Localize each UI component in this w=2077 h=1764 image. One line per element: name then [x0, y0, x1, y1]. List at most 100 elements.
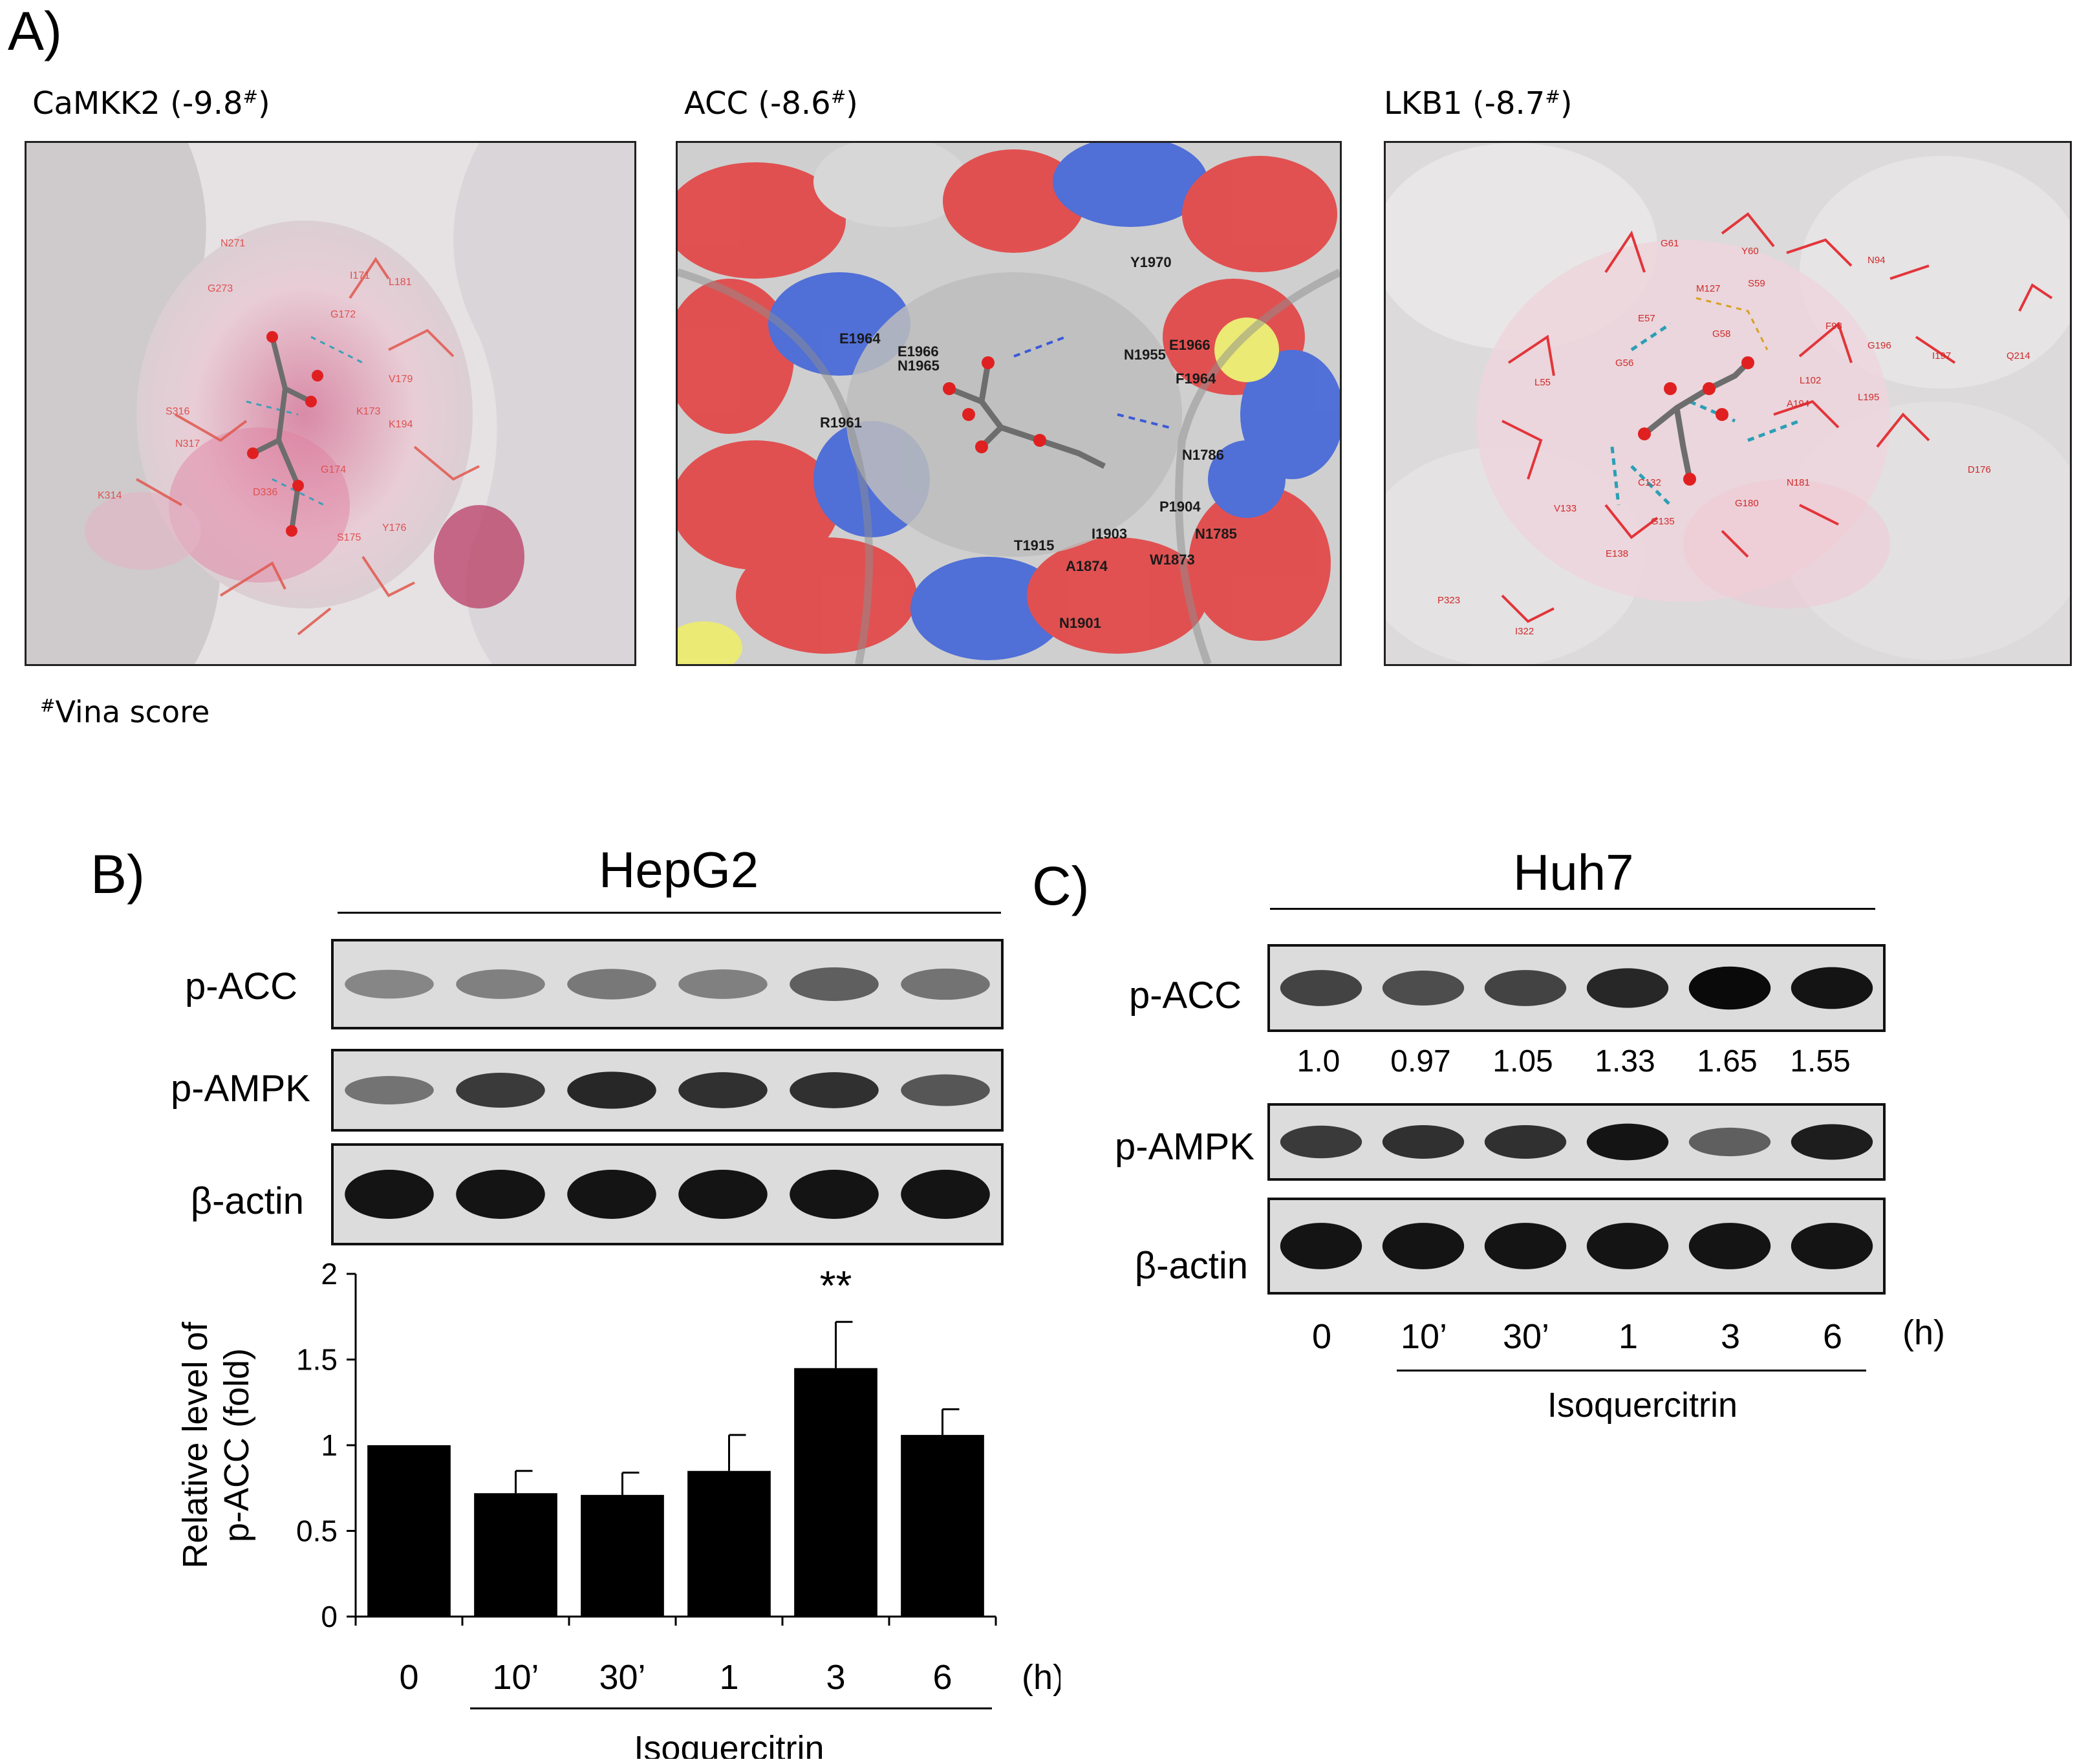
footnote-text: Vina score — [55, 694, 210, 729]
blot-bands — [1270, 1106, 1883, 1178]
vina-footnote: #Vina score — [40, 694, 210, 729]
blot-label-p-ampk: p-AMPK — [1115, 1126, 1254, 1168]
blot-label-p-acc: p-ACC — [1128, 974, 1242, 1016]
dock-score-close: ) — [1560, 85, 1573, 122]
lane-label: 0 — [1311, 1317, 1332, 1356]
blot-band — [345, 969, 434, 999]
x-tick-label: 0 — [399, 1658, 418, 1697]
blot-band — [1382, 970, 1465, 1006]
residue-label: T1915 — [1014, 537, 1054, 554]
western-blot-beta-actin — [331, 1143, 1004, 1245]
blot-band — [1280, 1223, 1362, 1269]
blot-band — [901, 1074, 990, 1106]
residue-label: S316 — [166, 406, 189, 417]
docking-image-acc: Y1970 E1964 E1966 N1965 N1955 E1966 F196… — [676, 141, 1342, 666]
treatment-label: Isoquercitrin — [634, 1729, 824, 1759]
lane-labels-huh7: 0 10’ 30’ 1 3 6 (h) — [1267, 1313, 1979, 1368]
docking-image-lkb1: G61 Y60 N94 S59 M127 E57 G58 F98 G196 I1… — [1384, 141, 2072, 666]
x-tick-label: 1 — [719, 1658, 738, 1697]
residue-label: K314 — [98, 490, 122, 501]
blot-band — [1791, 1223, 1873, 1269]
residue-label: S175 — [337, 532, 361, 543]
blot-band — [790, 967, 879, 1002]
blot-label-p-ampk: p-AMPK — [171, 1068, 310, 1110]
residue-label: G61 — [1661, 238, 1679, 249]
blot-band — [1382, 1125, 1465, 1159]
blot-band — [901, 968, 990, 1000]
residue-label: A194 — [1787, 398, 1809, 409]
blot-label-p-acc: p-ACC — [184, 965, 297, 1007]
dock-title-acc: ACC (-8.6#) — [684, 85, 858, 122]
lane-label: 6 — [1822, 1317, 1843, 1356]
docking-surface-acc: Y1970 E1964 E1966 N1965 N1955 E1966 F196… — [678, 143, 1340, 664]
relative-p-acc-bar-chart: Relative level of p-ACC (fold) 0 0.5 1 1.5 2… — [176, 1257, 1060, 1759]
bar — [581, 1494, 664, 1617]
residue-label: F1964 — [1176, 371, 1216, 387]
residue-label: D176 — [1968, 464, 1991, 475]
western-blot-p-acc — [331, 939, 1004, 1029]
ratio-value: 1.55 — [1790, 1044, 1851, 1079]
docking-surface-camkk2: N271 G273 I171 L181 G172 V179 S316 K173 … — [27, 143, 634, 664]
dock-score-close: ) — [257, 85, 270, 122]
treatment-label: Isoquercitrin — [1547, 1386, 1738, 1425]
y-tick-label: 0 — [321, 1600, 338, 1633]
x-tick-label: 30’ — [599, 1658, 645, 1697]
residue-label: N1785 — [1195, 526, 1237, 542]
residue-label: N317 — [175, 438, 200, 449]
residue-label: P1904 — [1159, 499, 1201, 515]
residue-label: I1903 — [1092, 526, 1127, 542]
y-axis-label-line2: p-ACC (fold) — [217, 1348, 256, 1542]
blot-band — [1791, 967, 1873, 1009]
ratio-value: 1.65 — [1697, 1044, 1758, 1079]
residue-label: L55 — [1534, 377, 1551, 388]
residue-label: G58 — [1712, 328, 1730, 339]
blot-band — [678, 1072, 768, 1108]
ratio-value: 1.05 — [1492, 1044, 1553, 1079]
blot-band — [1382, 1223, 1465, 1269]
ratio-value: 1.0 — [1297, 1044, 1340, 1079]
residue-label: Q214 — [2007, 350, 2030, 361]
blot-band — [790, 1170, 879, 1219]
bar — [687, 1470, 771, 1617]
residue-label: G135 — [1651, 516, 1675, 527]
treatment-bracket-line — [1397, 1370, 1866, 1371]
blot-bands — [1270, 947, 1883, 1029]
blot-band — [901, 1170, 990, 1219]
western-blot-beta-actin — [1267, 1198, 1886, 1295]
p-acc-ratio-row: 1.0 0.97 1.05 1.33 1.65 1.55 — [1267, 1044, 1880, 1082]
significance-marker: ** — [820, 1262, 852, 1309]
blot-band — [567, 1071, 656, 1109]
x-tick-label: 3 — [826, 1658, 845, 1697]
dock-name: ACC — [684, 85, 749, 122]
x-tick-label: 6 — [932, 1658, 952, 1697]
residue-label: K194 — [389, 419, 413, 430]
blot-bands — [334, 1051, 1001, 1129]
ratio-value: 0.97 — [1390, 1044, 1451, 1079]
lane-label: 3 — [1720, 1317, 1741, 1356]
residue-label: G56 — [1615, 358, 1633, 369]
dock-score-mark: # — [242, 86, 258, 107]
residue-label: Y60 — [1741, 246, 1759, 257]
blot-label-beta-actin: β-actin — [190, 1180, 304, 1222]
residue-label: C132 — [1638, 477, 1661, 488]
residue-label: V179 — [389, 374, 413, 385]
blot-band — [456, 1170, 545, 1219]
bar — [901, 1435, 984, 1617]
bar — [474, 1493, 557, 1617]
residue-label: E138 — [1606, 548, 1628, 559]
blot-band — [1688, 966, 1771, 1010]
residue-label: N1786 — [1182, 447, 1224, 463]
dock-score-mark: # — [1545, 86, 1560, 107]
dock-title-camkk2: CaMKK2 (-9.8#) — [32, 85, 270, 122]
blot-band — [567, 1170, 656, 1219]
blot-band — [345, 1076, 434, 1104]
residue-label: S59 — [1748, 278, 1765, 289]
residue-label: N94 — [1867, 255, 1886, 266]
blot-band — [1484, 1223, 1567, 1269]
blot-band — [1586, 1123, 1669, 1161]
dock-title-lkb1: LKB1 (-8.7#) — [1384, 85, 1573, 122]
residue-label: G196 — [1867, 340, 1891, 351]
residue-label: K173 — [356, 406, 380, 417]
lane-label: 10’ — [1400, 1317, 1448, 1356]
dock-score-close: ) — [846, 85, 858, 122]
